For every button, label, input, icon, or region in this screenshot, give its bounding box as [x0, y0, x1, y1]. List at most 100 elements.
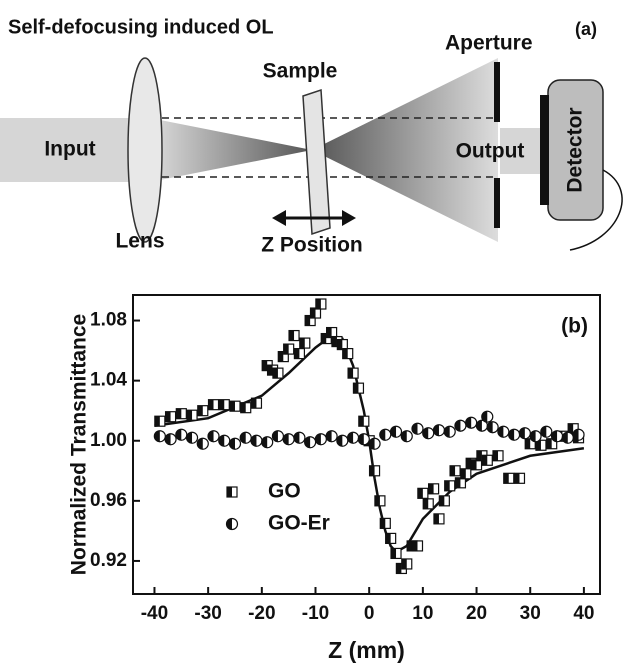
marker-half [493, 450, 499, 461]
point [503, 472, 515, 484]
point [497, 425, 510, 438]
diagram-title: Self-defocusing induced OL [8, 16, 274, 38]
marker-half [390, 426, 397, 438]
aperture-label: Aperture [445, 32, 533, 55]
marker-half [272, 430, 278, 442]
marker-half [154, 430, 160, 442]
point [432, 424, 446, 437]
marker-half [342, 348, 348, 359]
marker-half [353, 383, 359, 394]
point [438, 495, 450, 507]
marker-half [433, 513, 439, 524]
point [374, 495, 386, 507]
marker-half [433, 424, 439, 436]
point [550, 430, 564, 443]
point [357, 433, 370, 446]
point [250, 434, 263, 447]
marker-half [411, 423, 418, 435]
point [449, 465, 461, 477]
point [401, 558, 413, 570]
sample [302, 88, 331, 236]
point [460, 468, 472, 480]
marker-half [476, 420, 482, 432]
point [282, 433, 295, 446]
marker-half [293, 432, 300, 444]
legend-label: GO-Er [268, 512, 330, 535]
marker-half [396, 563, 402, 574]
input-label: Input [44, 138, 95, 161]
marker-half [226, 518, 232, 530]
marker-half [289, 330, 295, 341]
point [336, 434, 349, 447]
marker-half [208, 399, 214, 410]
marker-half [369, 465, 375, 476]
point [433, 513, 445, 525]
marker-half [450, 465, 456, 476]
input-beam [0, 118, 145, 182]
z-position-label: Z Position [261, 234, 363, 257]
marker-half [444, 426, 450, 438]
marker-half [428, 483, 434, 494]
point [411, 540, 424, 552]
marker-half [197, 405, 203, 416]
point [379, 428, 392, 441]
marker-half [358, 433, 364, 445]
marker-half [465, 417, 472, 429]
point [207, 430, 220, 443]
legend-label: GO [268, 480, 301, 503]
marker-half [250, 435, 257, 447]
marker-half [165, 433, 171, 445]
x-tick-label: -40 [141, 603, 168, 624]
aperture-bar [494, 62, 500, 122]
panel-label: (b) [561, 315, 588, 338]
marker-half [423, 498, 429, 509]
marker-half [422, 427, 429, 439]
marker-half [154, 416, 160, 427]
point [229, 400, 241, 412]
x-tick-label: 0 [364, 603, 375, 624]
y-axis-label: Normalized Transmittance [68, 314, 91, 575]
y-tick-label: 0.92 [90, 550, 127, 571]
marker-half [444, 480, 450, 491]
diverging-cone [312, 58, 498, 242]
plot-frame [132, 294, 601, 595]
detector-label: Detector [564, 107, 587, 192]
point [427, 483, 440, 495]
point [293, 347, 306, 360]
x-tick-label: 10 [412, 603, 433, 624]
marker-half [176, 408, 182, 419]
point [197, 405, 209, 417]
marker-half [514, 473, 520, 484]
point [481, 454, 493, 466]
marker-half [481, 411, 488, 423]
marker-half [251, 398, 257, 409]
marker-half [272, 368, 278, 379]
marker-half [240, 432, 246, 444]
marker-half [385, 533, 391, 544]
point [492, 450, 504, 462]
focus-cone [150, 118, 312, 182]
point [422, 427, 435, 440]
marker-half [540, 426, 547, 438]
point [304, 436, 317, 449]
marker-half [326, 430, 332, 442]
x-tick-label: 20 [466, 603, 487, 624]
y-tick-label: 1.04 [90, 370, 127, 391]
marker-half [455, 477, 461, 488]
point [346, 431, 360, 444]
output-label: Output [456, 140, 525, 163]
point [411, 422, 424, 435]
marker-half [283, 344, 289, 355]
point [293, 431, 306, 444]
marker-half [240, 402, 246, 413]
marker-half [401, 558, 407, 569]
marker-half [299, 338, 305, 349]
marker-half [482, 455, 488, 466]
marker-half [551, 430, 558, 442]
marker-half [187, 410, 193, 421]
point [225, 517, 239, 531]
point [271, 430, 285, 443]
point [347, 367, 359, 379]
panel-label: (a) [575, 19, 597, 39]
